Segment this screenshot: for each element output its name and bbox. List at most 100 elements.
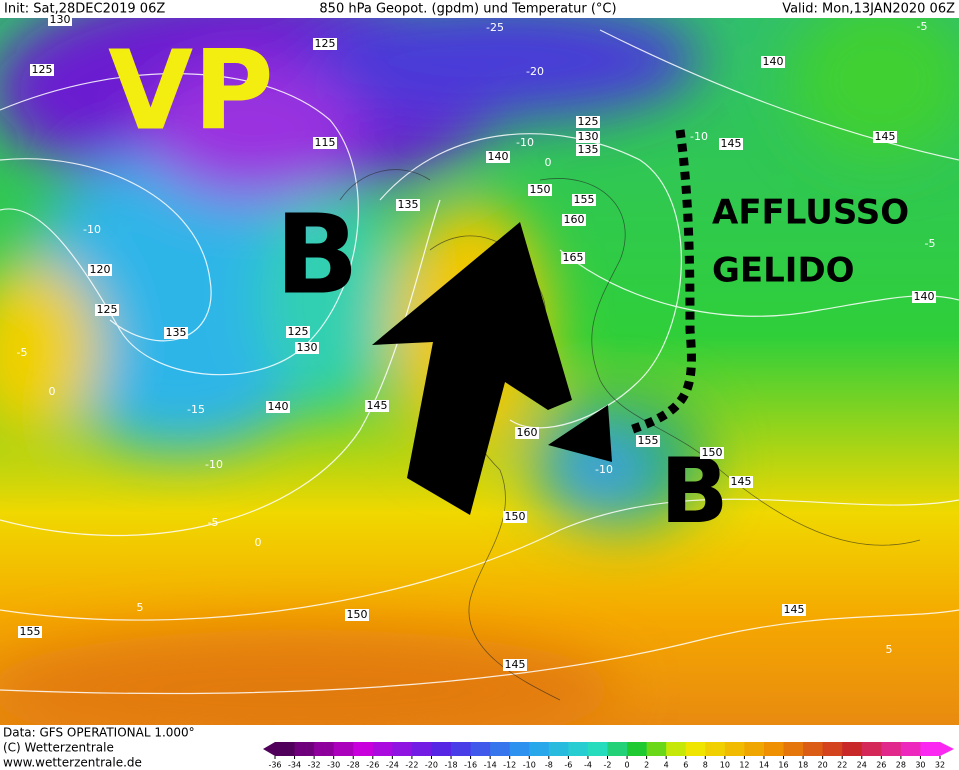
contour-label: 135 [166, 326, 187, 339]
colorbar-swatch [900, 742, 921, 756]
colorbar-swatch [627, 742, 648, 756]
label-box [286, 326, 310, 338]
colorbar: -36 -34 -32 -30 -28 -26 -24 -22 -20 -18 -16 -14 -12-… [263, 742, 954, 770]
contour-label: 125 [97, 303, 118, 316]
label-box [365, 400, 389, 412]
contour-label: 130 [50, 13, 71, 26]
contour-label: 160 [564, 213, 585, 226]
label-box [782, 604, 806, 616]
contour-label: -20 [526, 65, 544, 78]
contour-label: -10 [595, 463, 613, 476]
label-box [88, 264, 112, 276]
colorbar-tick-label: -22 [405, 761, 418, 770]
contour-label: 0 [255, 536, 262, 549]
colorbar-tick-label: 18 [798, 761, 808, 770]
label-box [345, 609, 369, 621]
footer-text: (C) Wetterzentrale [3, 741, 114, 755]
label-box [48, 14, 72, 26]
colorbar-tick-label: -2 [604, 761, 612, 770]
label-box [503, 659, 527, 671]
footer-text: www.wetterzentrale.de [3, 756, 142, 770]
colorbar-swatch [587, 742, 608, 756]
label-box [266, 401, 290, 413]
colorbar-swatch [666, 742, 687, 756]
label-box [515, 427, 539, 439]
contour-label: 145 [721, 137, 742, 150]
label-box [18, 626, 42, 638]
label-box [912, 291, 936, 303]
colorbar-swatch [763, 742, 785, 756]
colorbar-swatch [724, 742, 745, 756]
contour-label: 5 [886, 643, 893, 656]
contour-label: 140 [268, 400, 289, 413]
contour-label: 150 [530, 183, 551, 196]
contour-label: 130 [578, 130, 599, 143]
contour-label: -25 [486, 21, 504, 34]
colorbar-tick-label: 16 [778, 761, 788, 770]
colorbar-tick-label: -16 [464, 761, 477, 770]
contour-label: 140 [914, 290, 935, 303]
colorbar-swatch [529, 742, 550, 756]
contour-label: -15 [187, 403, 205, 416]
contour-label: 155 [638, 434, 659, 447]
label-box [761, 56, 785, 68]
colorbar-swatch [842, 742, 863, 756]
colorbar-swatch [451, 742, 472, 756]
contour-label: 145 [731, 475, 752, 488]
init-time: Init: Sat,28DEC2019 06Z [4, 2, 165, 17]
label-box [729, 476, 753, 488]
label-box [561, 252, 585, 264]
label-box [719, 138, 743, 150]
map-title: 850 hPa Geopot. (gpdm) und Temperatur (°… [319, 2, 616, 17]
contour-label: 0 [49, 385, 56, 398]
contour-label: -10 [516, 136, 534, 149]
colorbar-tick-label: 8 [703, 761, 708, 770]
colorbar-swatch [490, 742, 511, 756]
colorbar-tick-label: 14 [759, 761, 769, 770]
contour-label: 5 [137, 601, 144, 614]
contour-label: 140 [488, 150, 509, 163]
colorbar-swatch [314, 742, 335, 756]
label-box [636, 435, 660, 447]
contour-label: 145 [367, 399, 388, 412]
contour-label: -5 [17, 346, 28, 359]
colorbar-swatch [822, 742, 843, 756]
colorbar-tick-label: 20 [818, 761, 828, 770]
colorbar-tick-label: 4 [664, 761, 669, 770]
colorbar-swatch [920, 742, 941, 756]
label-box [164, 327, 188, 339]
label-box [576, 116, 600, 128]
arrow-shape [372, 222, 572, 515]
contour-label: 155 [574, 193, 595, 206]
colorbar-swatch [607, 742, 628, 756]
colorbar-tick-label: 6 [683, 761, 688, 770]
contour-label: -5 [917, 20, 928, 33]
label-box [313, 38, 337, 50]
colorbar-swatch [333, 742, 354, 756]
colorbar-tick-label: -30 [327, 761, 340, 770]
label-box [572, 194, 596, 206]
vp-label: VP [108, 26, 274, 154]
colorbar-swatch [548, 742, 569, 756]
colorbar-tick-label: 0 [625, 761, 630, 770]
contour-labels: 130125125-251401251301351401451451151501… [17, 13, 936, 671]
colorbar-swatch [431, 742, 452, 756]
label-box [576, 144, 600, 156]
contour-label: -10 [83, 223, 101, 236]
dotted-path [628, 129, 696, 435]
contour-label: 145 [505, 658, 526, 671]
contour-label: -5 [925, 237, 936, 250]
colorbar-tick-label: -10 [523, 761, 536, 770]
colorbar-tick-label: -28 [347, 761, 360, 770]
colorbar-swatch [783, 742, 804, 756]
contour-label: 120 [90, 263, 111, 276]
label-box [486, 151, 510, 163]
colorbar-tick-label: -18 [444, 761, 457, 770]
colorbar-tick-label: 30 [915, 761, 925, 770]
valid-time: Valid: Mon,13JAN2020 06Z [782, 2, 955, 17]
colorbar-swatch [275, 742, 296, 756]
colorbar-tick-label: -6 [564, 761, 572, 770]
colorbar-swatch [470, 742, 491, 756]
label-box [503, 511, 527, 523]
contour-label: 150 [505, 510, 526, 523]
